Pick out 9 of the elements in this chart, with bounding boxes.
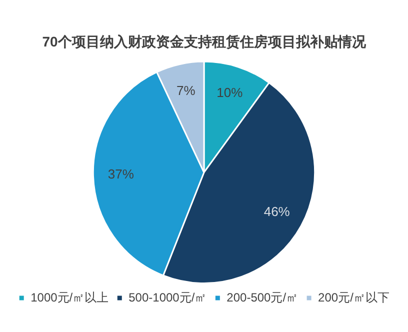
legend-label: 200-500元/㎡ <box>226 290 298 304</box>
legend-label: 1000元/㎡以上 <box>30 290 109 304</box>
data-label: 7% <box>176 82 196 98</box>
legend-label: 500-1000元/㎡ <box>128 290 207 304</box>
data-label: 10% <box>216 84 244 100</box>
data-label: 37% <box>108 166 134 182</box>
data-label: 46% <box>264 204 290 220</box>
legend-label: 200元/㎡以下 <box>318 290 390 304</box>
chart-title: 70个项目纳入财政资金支持租赁住房项目拟补贴情况 <box>42 33 367 50</box>
